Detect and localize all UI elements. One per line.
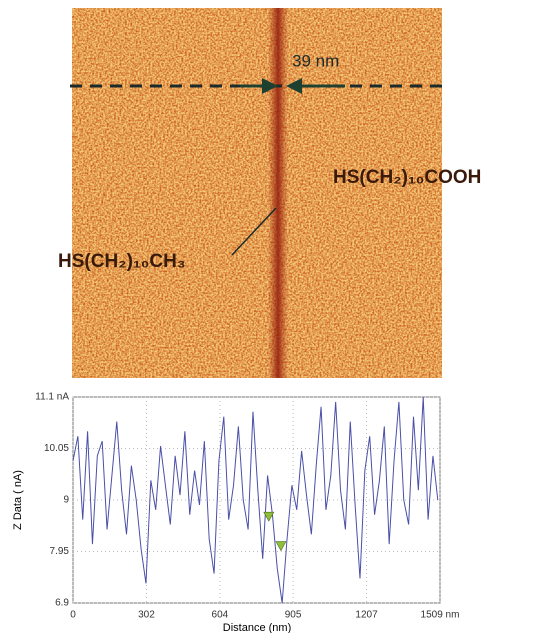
x-tick-label: 302 (138, 610, 155, 621)
y-tick-label: 11.1 nA (35, 392, 69, 403)
x-tick-label: 905 (285, 610, 302, 621)
molecule-label: HS(CH₂)₁₀CH₃ (58, 251, 186, 272)
x-tick-label: 1207 (355, 610, 378, 621)
cursor-marker (275, 541, 287, 552)
y-tick-label: 6.9 (55, 598, 69, 609)
x-tick-label: 604 (212, 610, 229, 621)
afm-image: 39 nm HS(CH₂)₁₀COOH HS(CH₂)₁₀CH₃ (58, 8, 481, 378)
y-axis-label: Z Data ( nA) (12, 470, 24, 530)
y-tick-label: 9 (63, 495, 69, 506)
cursor-marker (263, 511, 275, 522)
scale-label: 39 nm (292, 51, 339, 70)
plot-frame (72, 396, 441, 604)
y-tick-label: 10.05 (44, 443, 69, 454)
x-tick-label: 1509 nm (421, 610, 460, 621)
x-axis-label: Distance (nm) (223, 622, 291, 633)
molecule-label: HS(CH₂)₁₀COOH (333, 167, 481, 188)
y-tick-label: 7.95 (50, 546, 70, 557)
x-tick-label: 0 (70, 610, 76, 621)
data-line (72, 396, 439, 604)
